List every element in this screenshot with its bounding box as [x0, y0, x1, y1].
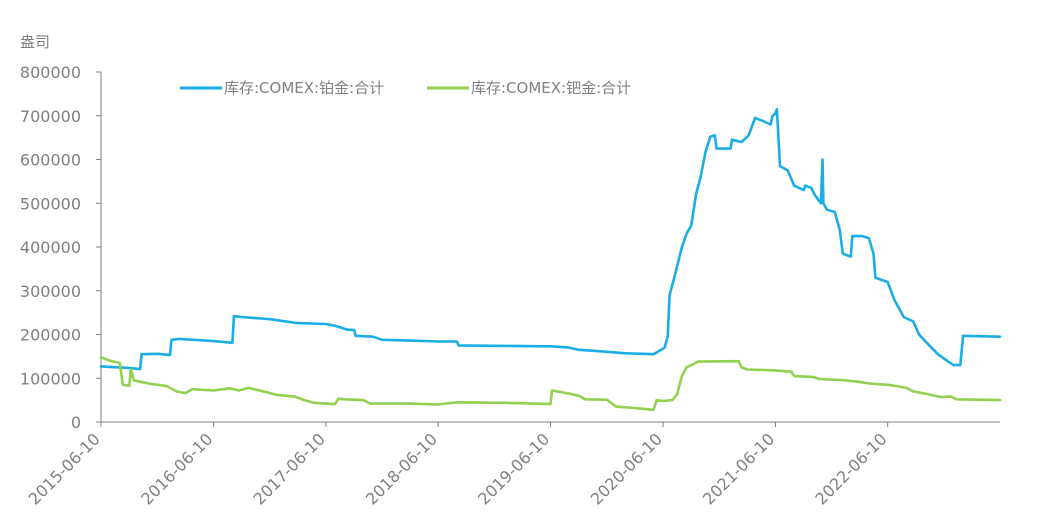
x-tick-label: 2019-06-10 [474, 429, 553, 508]
x-tick-label: 2020-06-10 [587, 429, 666, 508]
series-lines [99, 107, 1002, 412]
x-tick-label: 2017-06-10 [250, 429, 329, 508]
x-tick-label: 2016-06-10 [137, 429, 216, 508]
y-tick-label: 300000 [20, 282, 81, 301]
y-axis-unit-label: 盎司 [20, 33, 50, 51]
y-tick-label: 100000 [20, 369, 81, 388]
y-tick-label: 700000 [20, 107, 81, 126]
series-line-0 [99, 107, 1002, 371]
x-tick-label: 2018-06-10 [362, 429, 441, 508]
legend: 库存:COMEX:铂金:合计 库存:COMEX:钯金:合计 [180, 79, 631, 97]
x-tick-label: 2021-06-10 [699, 429, 778, 508]
x-tick-label: 2022-06-10 [811, 429, 890, 508]
y-tick-label: 500000 [20, 194, 81, 213]
series-line-1 [99, 355, 1002, 412]
x-tick-label: 2015-06-10 [25, 429, 104, 508]
y-tick-label: 400000 [20, 238, 81, 257]
y-axis-ticks: 0 100000 200000 300000 400000 500000 600000 700… [20, 63, 101, 432]
y-tick-label: 600000 [20, 151, 81, 170]
x-axis-ticks: 2015-06-10 2016-06-10 2017-06-10 2018-06-10… [25, 422, 891, 509]
y-tick-label: 0 [71, 413, 81, 432]
legend-label-0: 库存:COMEX:铂金:合计 [224, 79, 384, 97]
y-tick-label: 200000 [20, 326, 81, 345]
y-tick-label: 800000 [20, 63, 81, 82]
legend-label-1: 库存:COMEX:钯金:合计 [471, 79, 631, 97]
